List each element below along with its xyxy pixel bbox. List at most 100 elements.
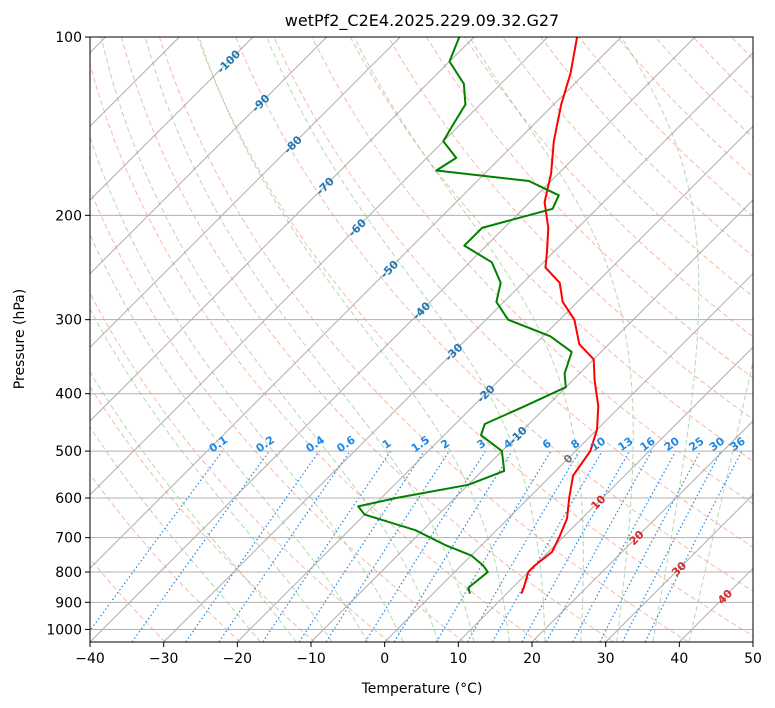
isotherm-line bbox=[90, 37, 328, 275]
mixing-ratio-label: 6 bbox=[540, 437, 554, 452]
mixing-ratio-label: 1 bbox=[380, 437, 394, 452]
dry-adiabat-line bbox=[273, 37, 753, 548]
mixing-ratio-line bbox=[185, 450, 320, 642]
moist-adiabat-line bbox=[144, 37, 475, 642]
mixing-ratio-line bbox=[545, 450, 653, 642]
moist-adiabat-line bbox=[688, 358, 753, 642]
isotherm-line bbox=[90, 37, 622, 570]
dry-adiabat-line bbox=[90, 473, 241, 642]
isotherm-line bbox=[384, 272, 753, 642]
mixing-ratio-line bbox=[521, 450, 631, 642]
mixing-ratio-lines bbox=[90, 450, 743, 642]
moist-adiabat-line bbox=[620, 37, 700, 642]
mixing-ratio-line bbox=[644, 450, 743, 642]
isotherm-line bbox=[90, 37, 696, 642]
moist-adiabat-line bbox=[100, 37, 439, 642]
dry-adiabat-line bbox=[387, 37, 753, 420]
isotherm-line bbox=[678, 567, 753, 642]
dry-adiabat-line bbox=[197, 37, 753, 637]
temperature-line bbox=[520, 37, 600, 594]
y-axis-label: Pressure (hPa) bbox=[12, 289, 28, 389]
dry-adiabat-line bbox=[654, 37, 753, 139]
x-tick-label: −40 bbox=[75, 651, 105, 667]
isotherm-line bbox=[236, 125, 753, 642]
isotherm-line bbox=[90, 37, 475, 422]
isotherm-line bbox=[531, 420, 753, 642]
mixing-ratio-line bbox=[364, 450, 486, 642]
isotherm-line bbox=[90, 37, 254, 201]
x-tick-label: 10 bbox=[449, 651, 467, 667]
y-tick-label: 600 bbox=[55, 491, 82, 507]
plot-frame bbox=[89, 36, 754, 643]
moist-adiabat-line bbox=[90, 232, 369, 642]
dry-adiabat-line bbox=[349, 37, 753, 462]
isotherm-label: -100 bbox=[215, 47, 244, 76]
y-axis: 100 200 300 400 500 600 700 800 900 1000 bbox=[46, 30, 90, 638]
dry-adiabats bbox=[90, 37, 775, 642]
mixing-ratio-line bbox=[572, 450, 677, 642]
mixing-ratio-label: 0.4 bbox=[304, 433, 328, 455]
x-tick-label: 30 bbox=[597, 651, 615, 667]
isotherm-line bbox=[605, 493, 753, 642]
pressure-gridlines bbox=[90, 37, 753, 630]
dewpoint-line bbox=[357, 37, 573, 594]
y-tick-label: 700 bbox=[55, 531, 82, 547]
x-tick-label: 20 bbox=[523, 651, 541, 667]
y-tick-label: 800 bbox=[55, 565, 82, 581]
x-tick-label: 40 bbox=[670, 651, 688, 667]
dry-adiabat-line bbox=[90, 557, 166, 642]
dry-adiabat-line bbox=[90, 385, 316, 642]
y-tick-label: 100 bbox=[55, 30, 82, 46]
mixing-ratio-line bbox=[393, 450, 513, 642]
mixing-ratio-line bbox=[262, 450, 392, 642]
y-tick-label: 300 bbox=[55, 313, 82, 329]
sounding-series bbox=[357, 37, 600, 594]
moist-adiabats bbox=[90, 37, 753, 642]
isotherms bbox=[90, 37, 753, 642]
x-tick-label: −30 bbox=[149, 651, 179, 667]
moist-adiabat-line bbox=[198, 37, 510, 642]
x-axis-label: Temperature (°C) bbox=[361, 681, 483, 697]
moist-adiabat-line bbox=[353, 37, 584, 642]
x-tick-label: −20 bbox=[223, 651, 253, 667]
mixing-ratio-label: 8 bbox=[569, 437, 583, 452]
y-tick-label: 200 bbox=[55, 208, 82, 224]
mixing-ratio-label: 1.5 bbox=[409, 433, 432, 455]
moist-adiabat-line bbox=[266, 37, 546, 642]
mixing-ratio-line bbox=[298, 450, 425, 642]
dry-adiabat-line bbox=[770, 37, 775, 642]
mixing-ratio-line bbox=[325, 450, 450, 642]
x-tick-label: −10 bbox=[296, 651, 326, 667]
mixing-ratio-line bbox=[218, 450, 351, 642]
dry-adiabat-line bbox=[425, 37, 753, 379]
x-tick-label: 0 bbox=[380, 651, 389, 667]
moist-adiabat-line bbox=[90, 426, 261, 642]
y-tick-label: 900 bbox=[55, 595, 82, 611]
isotherm-line bbox=[310, 199, 753, 642]
dry-adiabat-line bbox=[90, 62, 540, 642]
moist-adiabat-line bbox=[90, 135, 404, 642]
dry-adiabat-line bbox=[692, 37, 753, 99]
x-tick-label: 50 bbox=[744, 651, 762, 667]
mixing-ratio-label: 0.1 bbox=[207, 433, 230, 455]
isotherm-line bbox=[90, 37, 549, 496]
dry-adiabat-line bbox=[90, 188, 465, 642]
dry-adiabat-line bbox=[235, 37, 753, 592]
mixing-ratio-label: 0.2 bbox=[254, 433, 277, 455]
dry-adiabat-line bbox=[578, 37, 753, 218]
x-axis: −40 −30 −20 −10 0 10 20 30 40 50 bbox=[75, 642, 762, 667]
isotherm-line bbox=[90, 37, 401, 349]
y-tick-label: 1000 bbox=[46, 622, 82, 638]
mixing-ratio-line bbox=[90, 450, 223, 632]
isotherm-line bbox=[457, 346, 753, 642]
y-tick-label: 400 bbox=[55, 387, 82, 403]
mixing-ratio-line bbox=[131, 450, 270, 642]
mixing-ratio-line bbox=[435, 450, 552, 642]
dry-adiabat-line bbox=[464, 37, 753, 338]
mixing-ratio-label: 2 bbox=[438, 437, 452, 452]
dry-adiabat-line bbox=[90, 292, 390, 642]
isotherm-line bbox=[163, 51, 753, 642]
isotherm-label: -70 bbox=[314, 175, 337, 198]
